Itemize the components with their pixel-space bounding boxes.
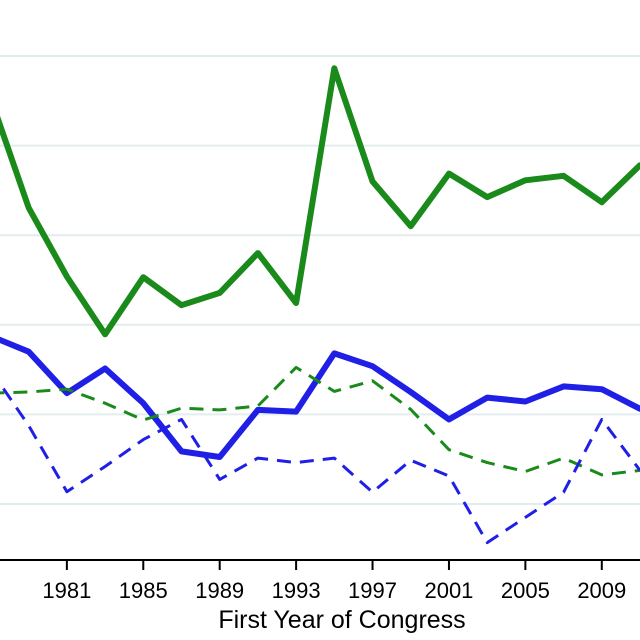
series-blue-solid (0, 336, 640, 460)
x-tick-label-1993: 1993 (272, 578, 321, 603)
x-tick-label-2001: 2001 (424, 578, 473, 603)
x-tick-label-1985: 1985 (119, 578, 168, 603)
x-axis-title: First Year of Congress (218, 606, 465, 634)
x-tick-label-1989: 1989 (195, 578, 244, 603)
series-blue-dashed (0, 380, 640, 545)
x-tick-label-2009: 2009 (577, 578, 626, 603)
x-tick-label-2005: 2005 (501, 578, 550, 603)
x-axis-ticks: 1981 1985 1989 1993 1997 2001 2005 2009 (42, 560, 626, 603)
gridlines (0, 55, 640, 505)
series-lines (0, 65, 640, 545)
x-tick-label-1997: 1997 (348, 578, 397, 603)
series-green-dashed (0, 365, 640, 477)
x-tick-label-1981: 1981 (42, 578, 91, 603)
series-green-solid (0, 65, 640, 338)
